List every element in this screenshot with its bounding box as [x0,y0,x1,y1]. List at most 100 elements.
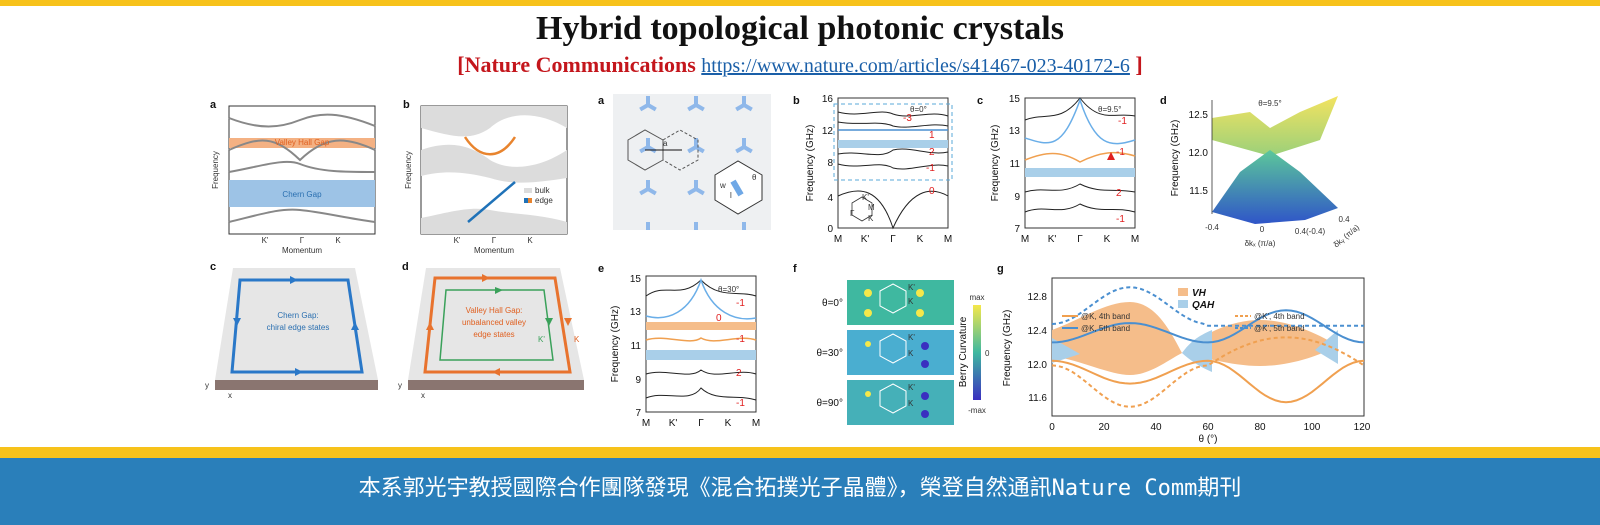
x-tick: K [527,236,533,245]
theta-label: θ=9.5° [1098,105,1121,114]
legend-bulk: bulk [535,186,551,195]
right-panel-a: a a w l θ [598,94,771,230]
x-tick: -0.4 [1205,223,1219,232]
colorbar-tick: -max [968,406,986,415]
colorbar-tick: 0 [985,349,990,358]
right-panel-g: g VH QAH @K, 4th band @K, 5th band @K', … [997,263,1371,445]
berry-coldspot [921,392,929,400]
berry-hotspot [865,341,871,347]
band-line [645,277,757,320]
legend-swatch-edge [528,198,532,203]
y-tick: 11 [1010,159,1021,170]
tripod-lattice [613,94,771,230]
tripod-arm [730,179,744,197]
qah-region [1315,330,1338,364]
row-label: θ=90° [816,398,843,409]
panel-label: c [977,95,983,107]
arrow-icon [290,276,298,284]
y-tick: 7 [1014,224,1020,235]
berry-map [847,380,954,425]
legend-edge: edge [535,196,553,205]
slab-side [408,380,584,390]
axis-x: x [421,391,425,400]
bracket-close: ] [1135,52,1143,77]
x-tick: Γ [300,236,305,245]
axis-x: x [228,391,232,400]
x-tick: 80 [1254,422,1266,433]
left-panel-c: c Chern Gap: chiral edge states y x [205,261,378,400]
berry-map [847,280,954,325]
y-tick: 9 [635,375,641,386]
chern-gap-label: Chern Gap [282,190,322,199]
y-tick: 12.0 [1028,360,1048,371]
left-panel-d: d Valley Hall Gap: unbalanced valley edg… [398,261,584,400]
x-tick: K [1104,234,1111,245]
bz-hex [879,333,907,364]
bz-label: M [868,203,875,212]
chern-edge-text: Chern Gap: [277,311,318,320]
legend-qah: QAH [1192,300,1215,311]
chern-gap-band [229,180,375,207]
x-axis-label: δkₓ (π/a) [1245,239,1276,248]
band-line [645,337,757,342]
chern-number: 2 [929,147,935,158]
slab-top [215,268,378,380]
chern-number: -1 [736,298,745,309]
legend-entry: @K', 5th band [1254,324,1305,333]
x-tick: M [834,234,842,245]
x-tick: Γ [698,418,704,429]
legend-swatch-edge [524,198,528,203]
plot-frame [645,275,757,413]
bz-label: K' [862,193,869,202]
chern-number: -1 [736,398,745,409]
berry-hotspot [864,309,872,317]
valley-edge-text: edge states [473,330,514,339]
y-tick: 12.4 [1028,326,1048,337]
footer-banner [0,458,1600,525]
top-accent-bar [0,0,1600,6]
brillouin-zone-icon [851,196,873,222]
vh-region [1182,320,1338,366]
panel-label: e [598,263,604,275]
gap-band [838,140,948,148]
berry-hotspot [864,289,872,297]
arrow-icon [1107,152,1115,160]
legend-swatch-qah [1178,300,1188,308]
row-label: θ=30° [816,348,843,359]
plot-frame [228,105,376,235]
chern-number: 2 [1116,188,1122,199]
x-tick: Γ [492,236,497,245]
x-tick: M [752,418,760,429]
berry-hotspot [916,289,924,297]
x-tick: 20 [1098,422,1110,433]
unit-cell-hex-dashed [662,129,699,171]
band-line [837,111,949,117]
journal-name: Nature Communications [464,52,696,77]
arrow-icon [495,287,503,294]
valley-gap-band [646,322,756,330]
legend-swatch-vh [1178,288,1188,296]
footer-caption: 本系郭光宇教授國際合作團隊發現《混合拓撲光子晶體》，榮登自然通訊Nature C… [358,476,1242,501]
chiral-edge-loop [230,278,364,374]
arrow-icon [492,368,500,376]
chern-number: -1 [1116,147,1125,158]
band-line [228,139,376,162]
x-tick: Γ [890,234,896,245]
k-label: K [908,349,914,358]
band-line [837,190,949,230]
band-line [837,163,949,170]
theta-label: θ=0° [910,105,927,114]
x-tick: Γ [1077,234,1083,245]
axis-y: y [398,381,402,390]
berry-coldspot [921,410,929,418]
axis-y: y [205,381,209,390]
arrow-icon [564,318,572,326]
bulk-region [421,208,567,234]
article-link[interactable]: https://www.nature.com/articles/s41467-0… [701,55,1130,77]
y-axis-label: Frequency (GHz) [805,125,816,202]
band-line [228,160,376,173]
kp-5th-band-line [1051,286,1364,327]
x-tick: M [1131,234,1139,245]
kp-4th-band-line [1051,336,1365,408]
